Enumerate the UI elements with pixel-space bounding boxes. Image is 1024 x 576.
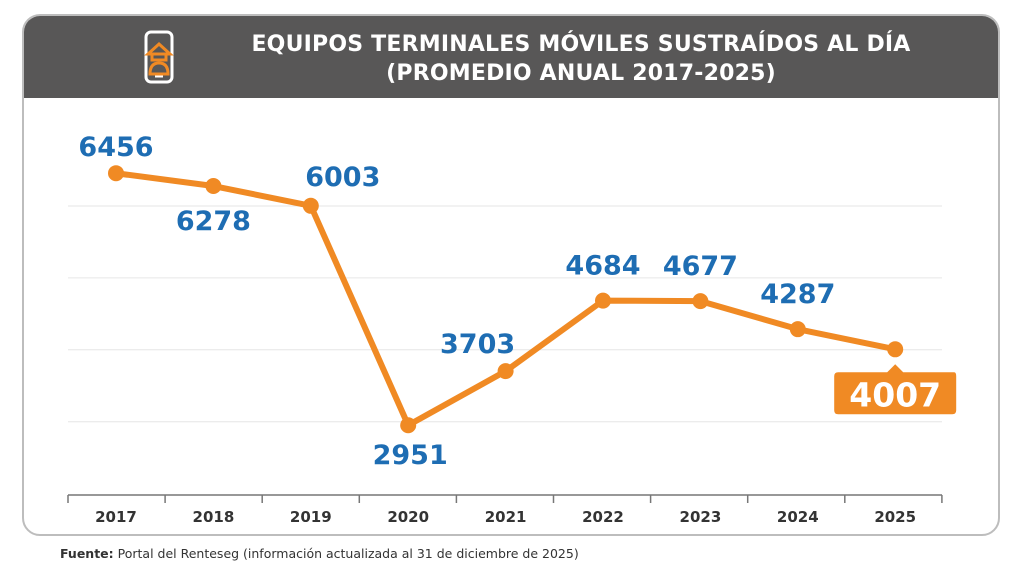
x-tick-label: 2017 [95, 508, 137, 526]
x-tick-label: 2023 [680, 508, 722, 526]
data-point [302, 197, 319, 214]
x-tick-label: 2019 [290, 508, 332, 526]
x-tick-label: 2024 [777, 508, 819, 526]
data-label: 4684 [565, 251, 640, 282]
data-point [887, 341, 904, 358]
source-note: Fuente: Portal del Renteseg (información… [60, 546, 579, 561]
data-label: 4677 [663, 251, 738, 282]
x-tick-label: 2020 [387, 508, 429, 526]
x-tick-label: 2021 [485, 508, 527, 526]
data-label: 4287 [760, 279, 835, 310]
data-point [692, 293, 709, 310]
data-point [497, 363, 514, 380]
title-line-1: EQUIPOS TERMINALES MÓVILES SUSTRAÍDOS AL… [251, 32, 911, 57]
data-label: 6003 [305, 162, 380, 193]
chart-title: EQUIPOS TERMINALES MÓVILES SUSTRAÍDOS AL… [184, 30, 978, 88]
data-label: 3703 [440, 329, 515, 360]
data-point [400, 417, 417, 434]
data-label: 6456 [78, 132, 153, 163]
highlight-badge [834, 364, 957, 415]
data-point [595, 292, 611, 309]
data-label-highlight: 4007 [849, 375, 941, 414]
source-label: Fuente: [60, 546, 114, 561]
data-point [789, 321, 806, 338]
data-label: 6278 [176, 206, 251, 237]
data-point [108, 165, 124, 182]
data-point [205, 178, 222, 195]
phone-thief-icon [144, 30, 174, 84]
data-label: 2951 [373, 440, 448, 471]
title-line-2: (PROMEDIO ANUAL 2017-2025) [386, 61, 776, 86]
chart-card: EQUIPOS TERMINALES MÓVILES SUSTRAÍDOS AL… [22, 14, 1000, 536]
x-tick-label: 2022 [582, 508, 624, 526]
x-tick-label: 2025 [874, 508, 916, 526]
x-tick-label: 2018 [193, 508, 235, 526]
header-bar: EQUIPOS TERMINALES MÓVILES SUSTRAÍDOS AL… [24, 16, 998, 98]
source-text: Portal del Renteseg (información actuali… [117, 546, 579, 561]
